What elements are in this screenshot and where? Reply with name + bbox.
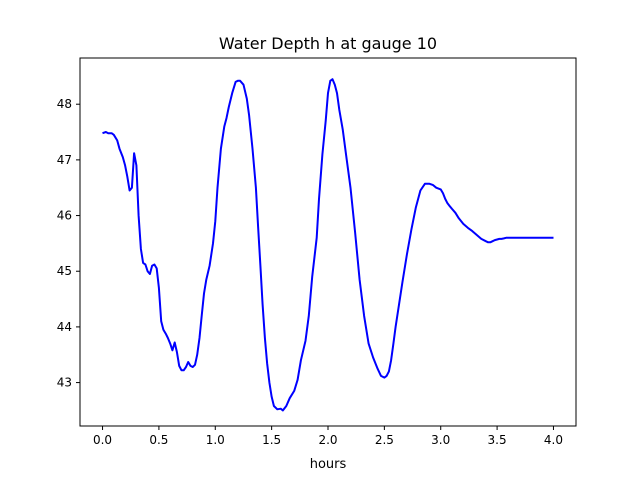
x-tick-label: 0.0	[93, 433, 112, 447]
y-tick-label: 44	[57, 320, 72, 334]
y-tick-label: 46	[57, 209, 72, 223]
x-tick-label: 1.5	[262, 433, 281, 447]
x-tick-label: 3.5	[488, 433, 507, 447]
y-axis-ticks: 43 44 45 46 47 48	[57, 97, 80, 390]
x-axis-ticks: 0.0 0.5 1.0 1.5 2.0 2.5 3.0 3.5 4.0	[93, 426, 563, 447]
x-tick-label: 3.0	[431, 433, 450, 447]
x-tick-label: 1.0	[206, 433, 225, 447]
x-axis-label: hours	[310, 457, 347, 472]
y-tick-label: 48	[57, 97, 72, 111]
y-tick-label: 45	[57, 264, 72, 278]
chart-title: Water Depth h at gauge 10	[219, 34, 437, 53]
series-line-1	[102, 78, 554, 412]
y-tick-label: 47	[57, 153, 72, 167]
x-tick-label: 2.0	[318, 433, 337, 447]
x-tick-label: 0.5	[149, 433, 168, 447]
x-tick-label: 4.0	[544, 433, 563, 447]
y-tick-label: 43	[57, 376, 72, 390]
x-tick-label: 2.5	[375, 433, 394, 447]
